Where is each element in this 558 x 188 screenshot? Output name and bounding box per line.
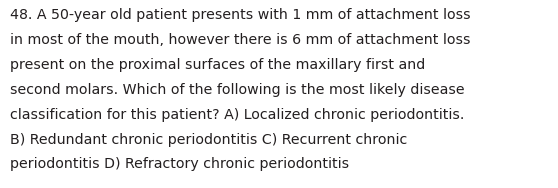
Text: present on the proximal surfaces of the maxillary first and: present on the proximal surfaces of the … xyxy=(10,58,425,72)
Text: B) Redundant chronic periodontitis C) Recurrent chronic: B) Redundant chronic periodontitis C) Re… xyxy=(10,133,407,146)
Text: periodontitis D) Refractory chronic periodontitis: periodontitis D) Refractory chronic peri… xyxy=(10,157,349,171)
Text: second molars. Which of the following is the most likely disease: second molars. Which of the following is… xyxy=(10,83,465,97)
Text: 48. A 50-year old patient presents with 1 mm of attachment loss: 48. A 50-year old patient presents with … xyxy=(10,8,470,22)
Text: classification for this patient? A) Localized chronic periodontitis.: classification for this patient? A) Loca… xyxy=(10,108,464,122)
Text: in most of the mouth, however there is 6 mm of attachment loss: in most of the mouth, however there is 6… xyxy=(10,33,470,47)
